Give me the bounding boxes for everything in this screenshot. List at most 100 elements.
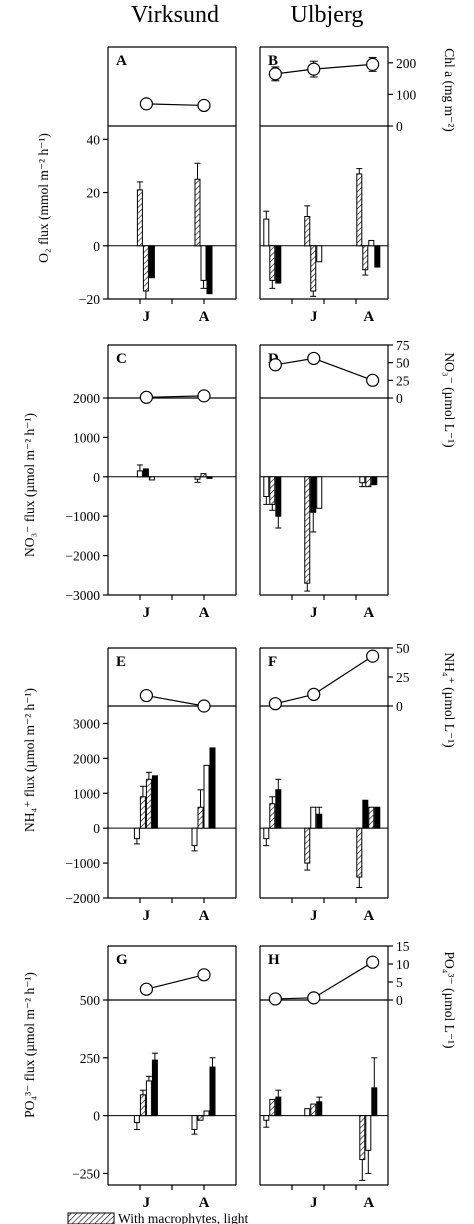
bar-axis-tick-label-po4-g: −250: [72, 1166, 100, 1181]
bar-po4-h: [275, 1096, 282, 1117]
conc-point-nh4-f: [307, 687, 321, 702]
conc-axis-tick-label-po4-h: 0: [396, 993, 403, 1008]
conc-point-o2-a: [139, 97, 153, 111]
bar-no3-c: [194, 476, 201, 480]
bar-axis-tick-label-o2-a: 40: [87, 132, 101, 147]
bar-po4-g: [209, 1066, 216, 1117]
conc-line-nh4-e: [146, 694, 205, 707]
x-tick-label-no3-d: J: [310, 605, 318, 621]
bar-po4-h: [269, 1098, 276, 1117]
panel-label-po4-h: H: [268, 952, 280, 968]
conc-axis-tick-label-no3-d: 25: [396, 373, 410, 388]
bar-nh4-f: [310, 806, 317, 829]
conc-point-po4-h: [268, 992, 282, 1006]
conc-point-o2-a: [197, 98, 211, 113]
bar-nh4-e: [209, 747, 216, 829]
bar-po4-g: [133, 1115, 140, 1124]
bar-axis-tick-label-no3-c: 2000: [73, 391, 100, 406]
bar-axis-tick-label-nh4-e: 1000: [73, 786, 100, 801]
bar-axis-tick-label-po4-g: 0: [93, 1109, 100, 1124]
bar-po4-g: [139, 1094, 146, 1117]
no3-flux-axis-label: NO₃⁻ flux (µmol m⁻² h⁻¹): [22, 413, 37, 557]
bar-nh4-f: [368, 806, 375, 829]
bar-o2-b: [269, 245, 276, 281]
bar-nh4-e: [139, 796, 146, 829]
bar-o2-b: [362, 245, 369, 271]
bar-o2-a: [194, 178, 201, 247]
bar-axis-tick-label-nh4-e: 0: [93, 821, 100, 836]
bar-axis-tick-label-nh4-e: 3000: [73, 716, 100, 731]
panel-label-o2-a: A: [116, 53, 127, 69]
bar-no3-c: [148, 476, 155, 481]
panel-label-po4-g: G: [116, 952, 128, 968]
bar-axis-tick-label-nh4-e: −2000: [65, 891, 100, 906]
conc-point-no3-d: [366, 373, 380, 387]
conc-point-o2-b: [268, 67, 282, 81]
bar-axis-tick-label-no3-c: −1000: [65, 509, 100, 524]
bar-o2-a: [136, 189, 143, 247]
conc-line-no3-c: [146, 395, 205, 398]
bar-axis-tick-label-no3-c: 0: [93, 470, 100, 485]
x-tick-label-nh4-f: A: [363, 908, 374, 924]
bar-nh4-f: [269, 803, 276, 829]
bar-axis-tick-label-o2-a: −20: [79, 292, 100, 307]
bar-o2-b: [310, 245, 317, 292]
bar-axis-tick-label-no3-c: 1000: [73, 430, 100, 445]
conc-point-o2-b: [366, 57, 380, 71]
bar-o2-a: [148, 245, 155, 279]
x-tick-label-po4-h: A: [363, 1195, 374, 1211]
bar-po4-g: [203, 1110, 210, 1117]
conc-axis-tick-label-po4-h: 5: [396, 975, 403, 990]
bar-po4-g: [197, 1115, 204, 1121]
conc-point-nh4-e: [139, 688, 153, 703]
bar-axis-tick-label-nh4-e: 2000: [73, 751, 100, 766]
panel-label-nh4-f: F: [268, 654, 277, 670]
conc-point-no3-d: [268, 358, 282, 372]
conc-line-o2-b: [275, 63, 373, 75]
conc-point-po4-g: [197, 968, 211, 982]
bar-no3-c: [206, 476, 213, 479]
bar-po4-h: [359, 1115, 366, 1161]
conc-point-po4-h: [366, 955, 380, 969]
conc-point-nh4-f: [366, 649, 380, 663]
bar-po4-h: [316, 1101, 323, 1117]
x-tick-label-po4-g: A: [199, 1195, 210, 1211]
conc-axis-tick-label-po4-h: 10: [396, 957, 410, 972]
conc-axis-tick-label-o2-b: 0: [396, 119, 403, 134]
bar-o2-b: [356, 173, 363, 247]
x-tick-label-o2-a: A: [199, 309, 210, 325]
bar-nh4-f: [316, 813, 323, 829]
bar-no3-d: [316, 476, 323, 509]
bar-no3-c: [200, 473, 207, 478]
bar-nh4-e: [151, 775, 158, 829]
bar-no3-d: [269, 476, 276, 505]
conc-point-nh4-f: [268, 697, 282, 711]
conc-axis-tick-label-nh4-f: 25: [396, 670, 410, 685]
conc-point-nh4-e: [197, 699, 211, 713]
bar-no3-c: [136, 470, 143, 478]
x-tick-label-o2-a: J: [143, 309, 151, 325]
bar-po4-g: [191, 1115, 198, 1130]
conc-axis-tick-label-no3-d: 50: [396, 356, 410, 371]
bar-po4-h: [304, 1108, 311, 1117]
bar-nh4-f: [263, 827, 270, 840]
conc-line-nh4-f: [275, 655, 373, 705]
bar-po4-h: [371, 1087, 378, 1117]
conc-point-po4-g: [139, 982, 153, 996]
conc-axis-tick-label-no3-d: 0: [396, 391, 403, 406]
bar-nh4-f: [304, 827, 311, 864]
bar-nh4-e: [203, 764, 210, 829]
bar-nh4-e: [191, 827, 198, 847]
o2-flux-axis-label: O₂ flux (mmol m⁻² h⁻¹): [36, 133, 51, 263]
x-tick-label-no3-d: A: [363, 605, 374, 621]
legend-hatched-label: With macrophytes, light: [118, 1211, 249, 1224]
bar-o2-b: [263, 218, 270, 247]
conc-line-o2-a: [146, 103, 205, 107]
x-tick-label-nh4-f: J: [310, 908, 318, 924]
bar-nh4-e: [197, 806, 204, 829]
bar-o2-a: [206, 245, 213, 295]
conc-line-no3-d: [275, 357, 373, 381]
bar-o2-b: [275, 245, 282, 284]
bar-po4-g: [151, 1059, 158, 1117]
